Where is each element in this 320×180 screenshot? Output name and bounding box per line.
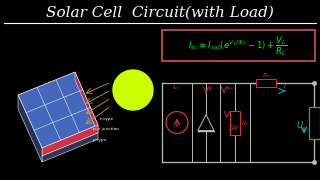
Polygon shape bbox=[18, 72, 98, 148]
Text: $I_D$: $I_D$ bbox=[208, 84, 215, 93]
Text: $R_P$: $R_P$ bbox=[241, 120, 250, 128]
Polygon shape bbox=[42, 133, 98, 162]
Text: $I_{sc}$: $I_{sc}$ bbox=[172, 83, 180, 92]
Bar bbox=[256, 79, 276, 87]
Bar bbox=[308, 107, 319, 138]
Polygon shape bbox=[75, 72, 98, 133]
Bar bbox=[230, 111, 240, 134]
Polygon shape bbox=[18, 95, 42, 162]
Text: Solar Cell  Circuit(with Load): Solar Cell Circuit(with Load) bbox=[46, 6, 274, 20]
Text: $J_{RP}$: $J_{RP}$ bbox=[228, 123, 240, 133]
Polygon shape bbox=[198, 114, 214, 130]
Text: $I_{sc} = I_{sat}\left(e^{V_L/\Phi_T}-1\right) + \dfrac{V_L}{R_L}$: $I_{sc} = I_{sat}\left(e^{V_L/\Phi_T}-1\… bbox=[188, 34, 288, 58]
Text: n-type: n-type bbox=[100, 117, 114, 121]
Text: $R_s$: $R_s$ bbox=[262, 71, 270, 80]
Polygon shape bbox=[42, 125, 98, 156]
Text: p-n junction: p-n junction bbox=[93, 127, 119, 131]
Text: $I$: $I$ bbox=[283, 82, 287, 90]
Text: $I_{RP}$: $I_{RP}$ bbox=[226, 84, 235, 93]
Text: p-type: p-type bbox=[93, 138, 107, 142]
Circle shape bbox=[113, 70, 153, 110]
FancyBboxPatch shape bbox=[162, 30, 315, 60]
Text: $U$: $U$ bbox=[296, 118, 304, 129]
Circle shape bbox=[166, 111, 188, 134]
